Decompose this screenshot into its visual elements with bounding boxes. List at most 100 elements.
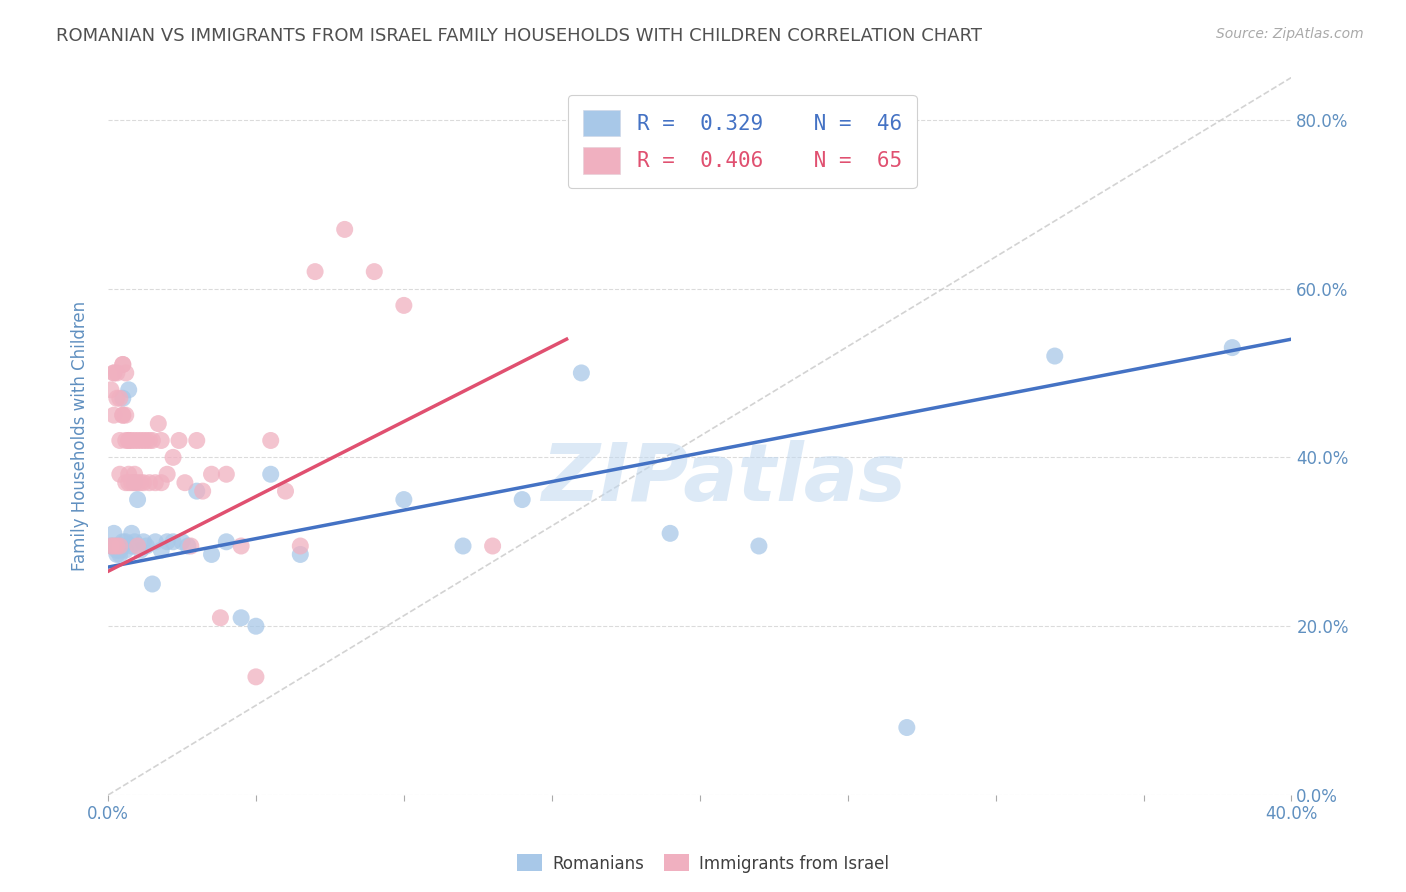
Point <box>127 539 149 553</box>
Y-axis label: Family Households with Children: Family Households with Children <box>72 301 89 571</box>
Point <box>186 484 208 499</box>
Point <box>174 475 197 490</box>
Point <box>111 358 134 372</box>
Point <box>103 366 125 380</box>
Point <box>162 534 184 549</box>
Point <box>132 434 155 448</box>
Point <box>118 467 141 482</box>
Point <box>111 358 134 372</box>
Point <box>141 434 163 448</box>
Point <box>105 543 128 558</box>
Legend: Romanians, Immigrants from Israel: Romanians, Immigrants from Israel <box>510 847 896 880</box>
Point <box>127 492 149 507</box>
Point <box>260 434 283 448</box>
Point <box>170 534 193 549</box>
Point <box>150 543 173 558</box>
Point <box>143 534 166 549</box>
Point <box>105 548 128 562</box>
Point <box>114 434 136 448</box>
Point <box>105 366 128 380</box>
Point <box>132 475 155 490</box>
Point <box>108 434 131 448</box>
Point <box>510 492 533 507</box>
Point <box>105 539 128 553</box>
Point <box>103 408 125 422</box>
Point <box>111 391 134 405</box>
Point <box>167 434 190 448</box>
Point <box>215 467 238 482</box>
Point <box>392 298 415 312</box>
Point <box>100 539 122 553</box>
Point <box>118 434 141 448</box>
Point <box>1220 341 1243 355</box>
Point <box>108 548 131 562</box>
Point <box>105 539 128 553</box>
Point <box>150 475 173 490</box>
Point <box>451 539 474 553</box>
Point <box>1043 349 1066 363</box>
Point <box>215 534 238 549</box>
Point <box>186 434 208 448</box>
Point <box>108 543 131 558</box>
Point <box>103 539 125 553</box>
Point <box>118 475 141 490</box>
Point <box>111 408 134 422</box>
Point <box>129 434 152 448</box>
Point <box>114 543 136 558</box>
Point <box>118 383 141 397</box>
Point <box>114 475 136 490</box>
Point <box>138 434 160 448</box>
Point <box>129 475 152 490</box>
Point <box>481 539 503 553</box>
Point <box>135 434 157 448</box>
Point <box>127 475 149 490</box>
Point <box>245 670 267 684</box>
Point <box>114 366 136 380</box>
Point <box>162 450 184 465</box>
Text: ROMANIAN VS IMMIGRANTS FROM ISRAEL FAMILY HOUSEHOLDS WITH CHILDREN CORRELATION C: ROMANIAN VS IMMIGRANTS FROM ISRAEL FAMIL… <box>56 27 983 45</box>
Point <box>200 467 222 482</box>
Point <box>177 539 200 553</box>
Point <box>141 577 163 591</box>
Point <box>108 391 131 405</box>
Point <box>896 721 918 735</box>
Point <box>114 408 136 422</box>
Point <box>103 539 125 553</box>
Point <box>103 366 125 380</box>
Point <box>108 467 131 482</box>
Point <box>392 492 415 507</box>
Point <box>114 534 136 549</box>
Point <box>333 222 356 236</box>
Point <box>127 434 149 448</box>
Point <box>150 434 173 448</box>
Point <box>180 539 202 553</box>
Point <box>304 265 326 279</box>
Point <box>129 543 152 558</box>
Point <box>231 539 253 553</box>
Point <box>100 383 122 397</box>
Point <box>111 408 134 422</box>
Point <box>209 611 232 625</box>
Text: Source: ZipAtlas.com: Source: ZipAtlas.com <box>1216 27 1364 41</box>
Point <box>100 539 122 553</box>
Point <box>200 548 222 562</box>
Point <box>121 526 143 541</box>
Point <box>245 619 267 633</box>
Point <box>124 434 146 448</box>
Point <box>124 475 146 490</box>
Point <box>108 539 131 553</box>
Point <box>274 484 297 499</box>
Point <box>105 391 128 405</box>
Point <box>260 467 283 482</box>
Point <box>143 475 166 490</box>
Point <box>569 366 592 380</box>
Point <box>124 534 146 549</box>
Point <box>135 539 157 553</box>
Point <box>111 539 134 553</box>
Point <box>156 534 179 549</box>
Point <box>121 475 143 490</box>
Point <box>138 475 160 490</box>
Point <box>290 548 312 562</box>
Point <box>231 611 253 625</box>
Point <box>124 467 146 482</box>
